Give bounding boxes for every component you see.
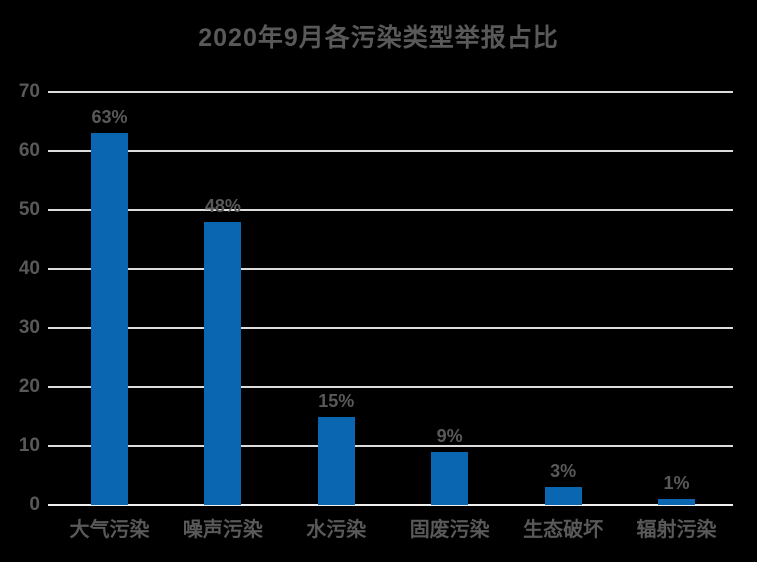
x-axis-label: 辐射污染 [636, 519, 717, 541]
x-axis-line [48, 504, 733, 506]
bar-value-label: 1% [663, 473, 690, 494]
bar [204, 221, 242, 505]
gridline [48, 386, 733, 388]
gridline [48, 150, 733, 152]
gridline [48, 268, 733, 270]
y-axis-label: 70 [18, 81, 40, 102]
y-axis-label: 10 [18, 435, 40, 456]
y-axis-label: 50 [18, 199, 40, 220]
bar [544, 487, 582, 505]
y-axis-label: 30 [18, 317, 40, 338]
bar-value-label: 3% [550, 461, 577, 482]
y-axis-label: 20 [18, 376, 40, 397]
bar-value-label: 15% [318, 390, 355, 411]
gridline [48, 209, 733, 211]
y-axis-label: 40 [18, 258, 40, 279]
x-axis-label: 水污染 [306, 519, 367, 541]
gridline [48, 91, 733, 93]
x-axis-label: 大气污染 [69, 519, 150, 541]
chart-title: 2020年9月各污染类型举报占比 [198, 24, 559, 52]
y-axis-label: 60 [18, 140, 40, 161]
x-axis-label: 噪声污染 [182, 519, 263, 541]
y-axis-label: 0 [29, 494, 40, 515]
bar-value-label: 48% [204, 195, 241, 216]
x-axis-label: 生态破坏 [523, 519, 604, 541]
bar [431, 451, 469, 505]
gridline [48, 327, 733, 329]
bar [317, 416, 355, 505]
bar [91, 133, 128, 505]
gridline [48, 445, 733, 447]
bar-value-label: 63% [91, 107, 128, 128]
bar [658, 499, 695, 505]
bar-value-label: 9% [436, 425, 463, 446]
x-axis-label: 固废污染 [409, 519, 490, 541]
